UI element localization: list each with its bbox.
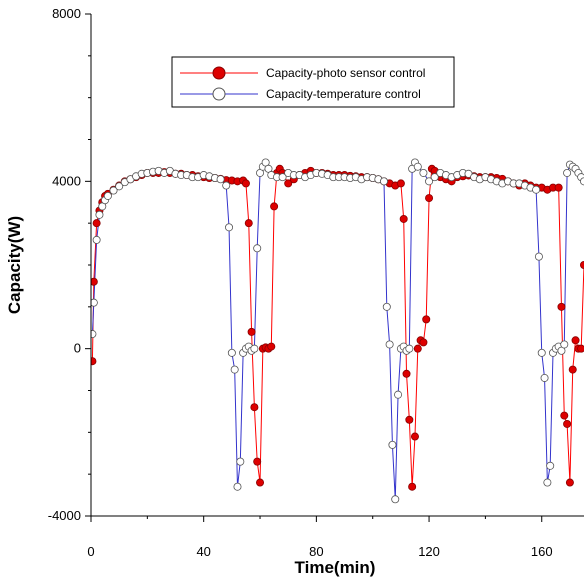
data-point [241, 179, 250, 188]
data-point [546, 461, 555, 470]
data-point [560, 411, 569, 420]
data-point [560, 340, 569, 349]
data-point [537, 348, 546, 357]
data-point [385, 340, 394, 349]
data-point [405, 415, 414, 424]
legend-marker-temperature [212, 87, 226, 101]
data-point [253, 457, 262, 466]
data-point [413, 162, 422, 171]
data-point [91, 330, 97, 339]
data-point [563, 168, 572, 177]
legend-marker-photo-sensor [212, 66, 226, 80]
data-point [91, 277, 98, 286]
data-point [391, 495, 400, 504]
data-point [278, 173, 287, 182]
data-point [103, 191, 112, 200]
data-point [233, 482, 242, 491]
data-point [270, 202, 279, 211]
data-point [250, 344, 259, 353]
series-markers-1 [91, 158, 584, 504]
data-point [580, 261, 584, 269]
data-point [419, 168, 428, 177]
data-point [394, 390, 403, 399]
y-tick-label: -4000 [48, 508, 81, 523]
y-tick-label: 8000 [52, 6, 81, 21]
data-point [568, 365, 577, 374]
data-point [402, 369, 411, 378]
data-point [405, 344, 414, 353]
data-point [227, 348, 236, 357]
data-point [95, 210, 104, 219]
axes-layer: -4000 0 4000 8000 0 40 80 120 160 [48, 6, 584, 559]
data-point [410, 432, 419, 441]
data-point [430, 173, 439, 182]
legend-label-temperature: Capacity-temperature control [266, 87, 421, 101]
x-tick-label: 40 [196, 544, 210, 559]
data-point [396, 179, 405, 188]
data-point [540, 373, 549, 382]
data-point [225, 223, 234, 232]
series-0 [91, 167, 584, 487]
data-point [256, 478, 265, 487]
series-markers-0 [91, 164, 584, 491]
data-point [109, 186, 118, 195]
x-tick-label: 0 [87, 544, 94, 559]
data-point [577, 344, 584, 353]
data-point [532, 185, 541, 194]
data-point [413, 344, 422, 353]
data-point [92, 235, 101, 244]
y-axis-title: Capacity(W) [5, 216, 24, 314]
data-point [382, 302, 391, 311]
data-point [91, 298, 98, 307]
data-point [422, 315, 431, 324]
data-point [557, 302, 566, 311]
data-point [91, 357, 97, 366]
x-tick-label: 80 [309, 544, 323, 559]
data-point [399, 214, 408, 223]
data-point [253, 244, 262, 253]
data-point [571, 336, 580, 345]
data-point [543, 478, 552, 487]
data-point [379, 177, 388, 186]
series-1 [91, 161, 584, 500]
legend-label-photo-sensor: Capacity-photo sensor control [266, 66, 425, 80]
x-tick-label: 120 [418, 544, 440, 559]
series-line [91, 161, 584, 500]
chart-legend: Capacity-photo sensor control Capacity-t… [171, 56, 455, 108]
data-point [115, 182, 124, 191]
x-axis-title: Time(min) [295, 558, 376, 577]
data-point [250, 403, 259, 412]
data-point [425, 177, 434, 186]
data-point [554, 183, 563, 192]
data-point [408, 482, 417, 491]
x-tick-label: 160 [531, 544, 553, 559]
data-point [247, 327, 256, 336]
data-point [222, 181, 231, 190]
series-layer [91, 158, 584, 504]
data-point [236, 457, 245, 466]
data-point [244, 219, 253, 228]
data-point [388, 440, 397, 449]
data-point [425, 194, 434, 203]
data-point [267, 342, 276, 351]
data-point [580, 177, 584, 186]
data-point [92, 219, 101, 228]
data-point [565, 478, 574, 487]
data-point [563, 419, 572, 428]
data-point [216, 175, 225, 184]
data-point [284, 179, 293, 188]
y-tick-label: 4000 [52, 173, 81, 188]
series-line [91, 167, 584, 487]
y-tick-label: 0 [74, 341, 81, 356]
data-point [534, 252, 543, 261]
data-point [230, 365, 239, 374]
data-point [419, 338, 428, 347]
